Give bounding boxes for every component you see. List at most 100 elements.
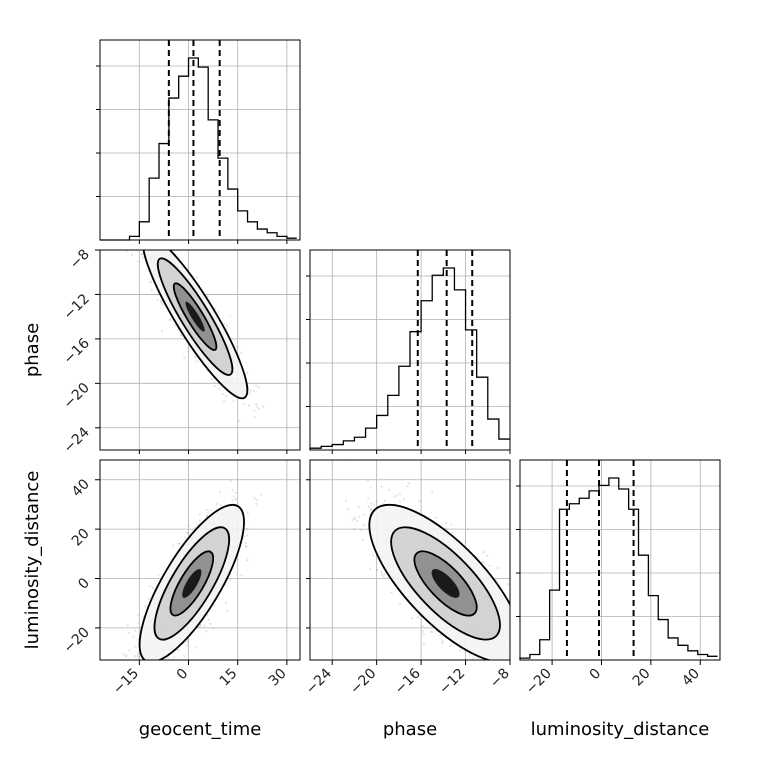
scatter-point — [126, 693, 128, 695]
scatter-point — [257, 407, 261, 410]
scatter-point — [159, 299, 163, 302]
scatter-point — [168, 318, 171, 321]
panel-frame — [99, 39, 301, 241]
scatter-point — [137, 666, 139, 668]
scatter-point — [135, 687, 137, 689]
scatter-point — [162, 245, 164, 247]
scatter-point — [108, 188, 110, 190]
scatter-point — [140, 225, 142, 227]
scatter-point — [235, 497, 238, 500]
scatter-point — [141, 227, 143, 229]
scatter-point — [225, 609, 229, 612]
scatter-point — [203, 624, 206, 628]
scatter-point — [223, 400, 226, 403]
scatter-point — [381, 573, 384, 576]
scatter-point — [246, 511, 249, 515]
scatter-point — [154, 237, 156, 239]
panel-frame — [99, 459, 301, 661]
panel-frame — [519, 459, 721, 661]
scatter-point — [160, 302, 163, 305]
scatter-point — [144, 604, 147, 607]
scatter-point — [244, 545, 248, 548]
scatter-point — [136, 653, 140, 656]
scatter-point — [134, 654, 137, 658]
scatter-point — [137, 237, 139, 239]
scatter-point — [155, 244, 157, 246]
panel-frame — [99, 249, 301, 451]
scatter-point — [150, 247, 152, 249]
scatter-point — [205, 630, 208, 633]
scatter-point — [232, 400, 235, 403]
scatter-point — [249, 389, 252, 392]
histogram-luminosity_distance — [519, 477, 718, 660]
scatter-point — [174, 324, 177, 327]
scatter-point — [125, 654, 128, 657]
scatter-point — [170, 245, 172, 247]
scatter-point — [246, 558, 249, 562]
scatter-point — [240, 573, 243, 577]
scatter-point — [246, 527, 249, 530]
scatter-point — [213, 381, 216, 384]
scatter-point — [150, 289, 153, 292]
scatter-point — [503, 665, 505, 667]
panel-joint-phase-luminosity_distance — [309, 459, 513, 689]
histogram-phase — [309, 267, 510, 450]
scatter-point — [238, 419, 241, 422]
scatter-point — [234, 498, 237, 501]
scatter-point — [156, 298, 160, 301]
scatter-point — [255, 384, 258, 387]
scatter-point — [441, 640, 444, 643]
scatter-point — [234, 491, 238, 494]
scatter-point — [126, 624, 129, 627]
scatter-point — [177, 649, 180, 652]
scatter-point — [177, 542, 180, 545]
scatter-point — [164, 665, 166, 667]
scatter-point — [155, 237, 157, 239]
scatter-point — [466, 528, 470, 531]
density-core — [182, 569, 202, 598]
scatter-point — [131, 635, 135, 638]
scatter-point — [146, 247, 148, 249]
scatter-point — [218, 490, 222, 493]
scatter-point — [511, 601, 513, 603]
scatter-point — [186, 640, 189, 644]
scatter-point — [195, 360, 199, 363]
scatter-point — [242, 402, 245, 405]
scatter-point — [248, 404, 251, 407]
scatter-point — [451, 531, 454, 534]
scatter-point — [231, 498, 234, 502]
scatter-point — [182, 654, 186, 657]
scatter-point — [134, 645, 137, 648]
scatter-point — [147, 597, 150, 600]
scatter-point — [253, 409, 256, 412]
scatter-point — [154, 663, 156, 665]
scatter-point — [150, 231, 152, 233]
scatter-point — [148, 233, 150, 235]
scatter-point — [143, 227, 145, 229]
panel-hist-phase — [306, 249, 511, 451]
scatter-point — [215, 503, 219, 506]
scatter-point — [253, 390, 256, 393]
scatter-point — [198, 625, 201, 628]
scatter-point — [239, 351, 243, 354]
scatter-point — [143, 235, 145, 237]
scatter-point — [163, 660, 165, 662]
scatter-point — [255, 498, 258, 502]
scatter-point — [141, 253, 144, 256]
scatter-point — [148, 247, 150, 249]
scatter-point — [511, 619, 513, 621]
scatter-point — [136, 260, 140, 263]
scatter-point — [157, 573, 160, 576]
scatter-point — [212, 604, 215, 607]
scatter-point — [253, 415, 256, 419]
scatter-point — [504, 687, 506, 689]
scatter-point — [140, 692, 142, 694]
scatter-point — [185, 644, 188, 647]
scatter-point — [448, 644, 452, 647]
scatter-point — [245, 371, 249, 375]
scatter-point — [137, 622, 140, 625]
scatter-point — [353, 517, 356, 521]
scatter-point — [147, 245, 149, 247]
scatter-point — [170, 242, 172, 244]
scatter-point — [223, 322, 226, 325]
